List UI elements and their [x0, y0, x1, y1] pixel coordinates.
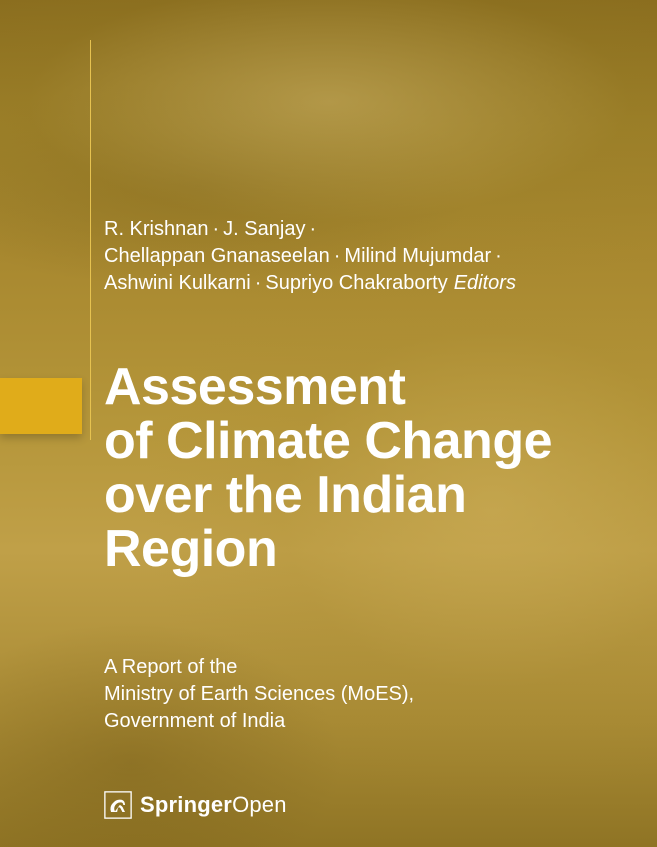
- separator-dot: ·: [209, 218, 224, 240]
- subtitle-block: A Report of the Ministry of Earth Scienc…: [104, 654, 414, 735]
- title-line: Region: [104, 522, 552, 576]
- title-line: over the Indian: [104, 468, 552, 522]
- editors-line-1: R. Krishnan·J. Sanjay·: [104, 216, 516, 243]
- editor-name: R. Krishnan: [104, 218, 209, 240]
- subtitle-line: Government of India: [104, 708, 414, 735]
- editor-name: J. Sanjay: [223, 218, 305, 240]
- separator-dot: ·: [251, 272, 266, 294]
- vertical-accent-line: [90, 40, 91, 440]
- editors-line-2: Chellappan Gnanaseelan·Milind Mujumdar·: [104, 243, 516, 270]
- separator-dot: ·: [491, 245, 506, 267]
- editors-block: R. Krishnan·J. Sanjay· Chellappan Gnanas…: [104, 216, 516, 297]
- editors-line-3: Ashwini Kulkarni·Supriyo ChakrabortyEdit…: [104, 270, 516, 297]
- subtitle-line: A Report of the: [104, 654, 414, 681]
- publisher-name-light: Open: [232, 792, 287, 817]
- springer-horse-icon: [104, 791, 132, 819]
- publisher-block: SpringerOpen: [104, 791, 287, 819]
- title-line: of Climate Change: [104, 414, 552, 468]
- separator-dot: ·: [330, 245, 345, 267]
- title-line: Assessment: [104, 360, 552, 414]
- gold-accent-bar: [0, 378, 82, 434]
- editor-name: Supriyo Chakraborty: [265, 272, 447, 294]
- title-block: Assessment of Climate Change over the In…: [104, 360, 552, 576]
- subtitle-line: Ministry of Earth Sciences (MoES),: [104, 681, 414, 708]
- publisher-name: SpringerOpen: [140, 792, 287, 818]
- separator-dot: ·: [305, 218, 320, 240]
- editor-name: Milind Mujumdar: [344, 245, 491, 267]
- book-cover: R. Krishnan·J. Sanjay· Chellappan Gnanas…: [0, 0, 657, 847]
- editors-role: Editors: [448, 272, 516, 294]
- publisher-name-bold: Springer: [140, 792, 232, 817]
- editor-name: Chellappan Gnanaseelan: [104, 245, 330, 267]
- editor-name: Ashwini Kulkarni: [104, 272, 251, 294]
